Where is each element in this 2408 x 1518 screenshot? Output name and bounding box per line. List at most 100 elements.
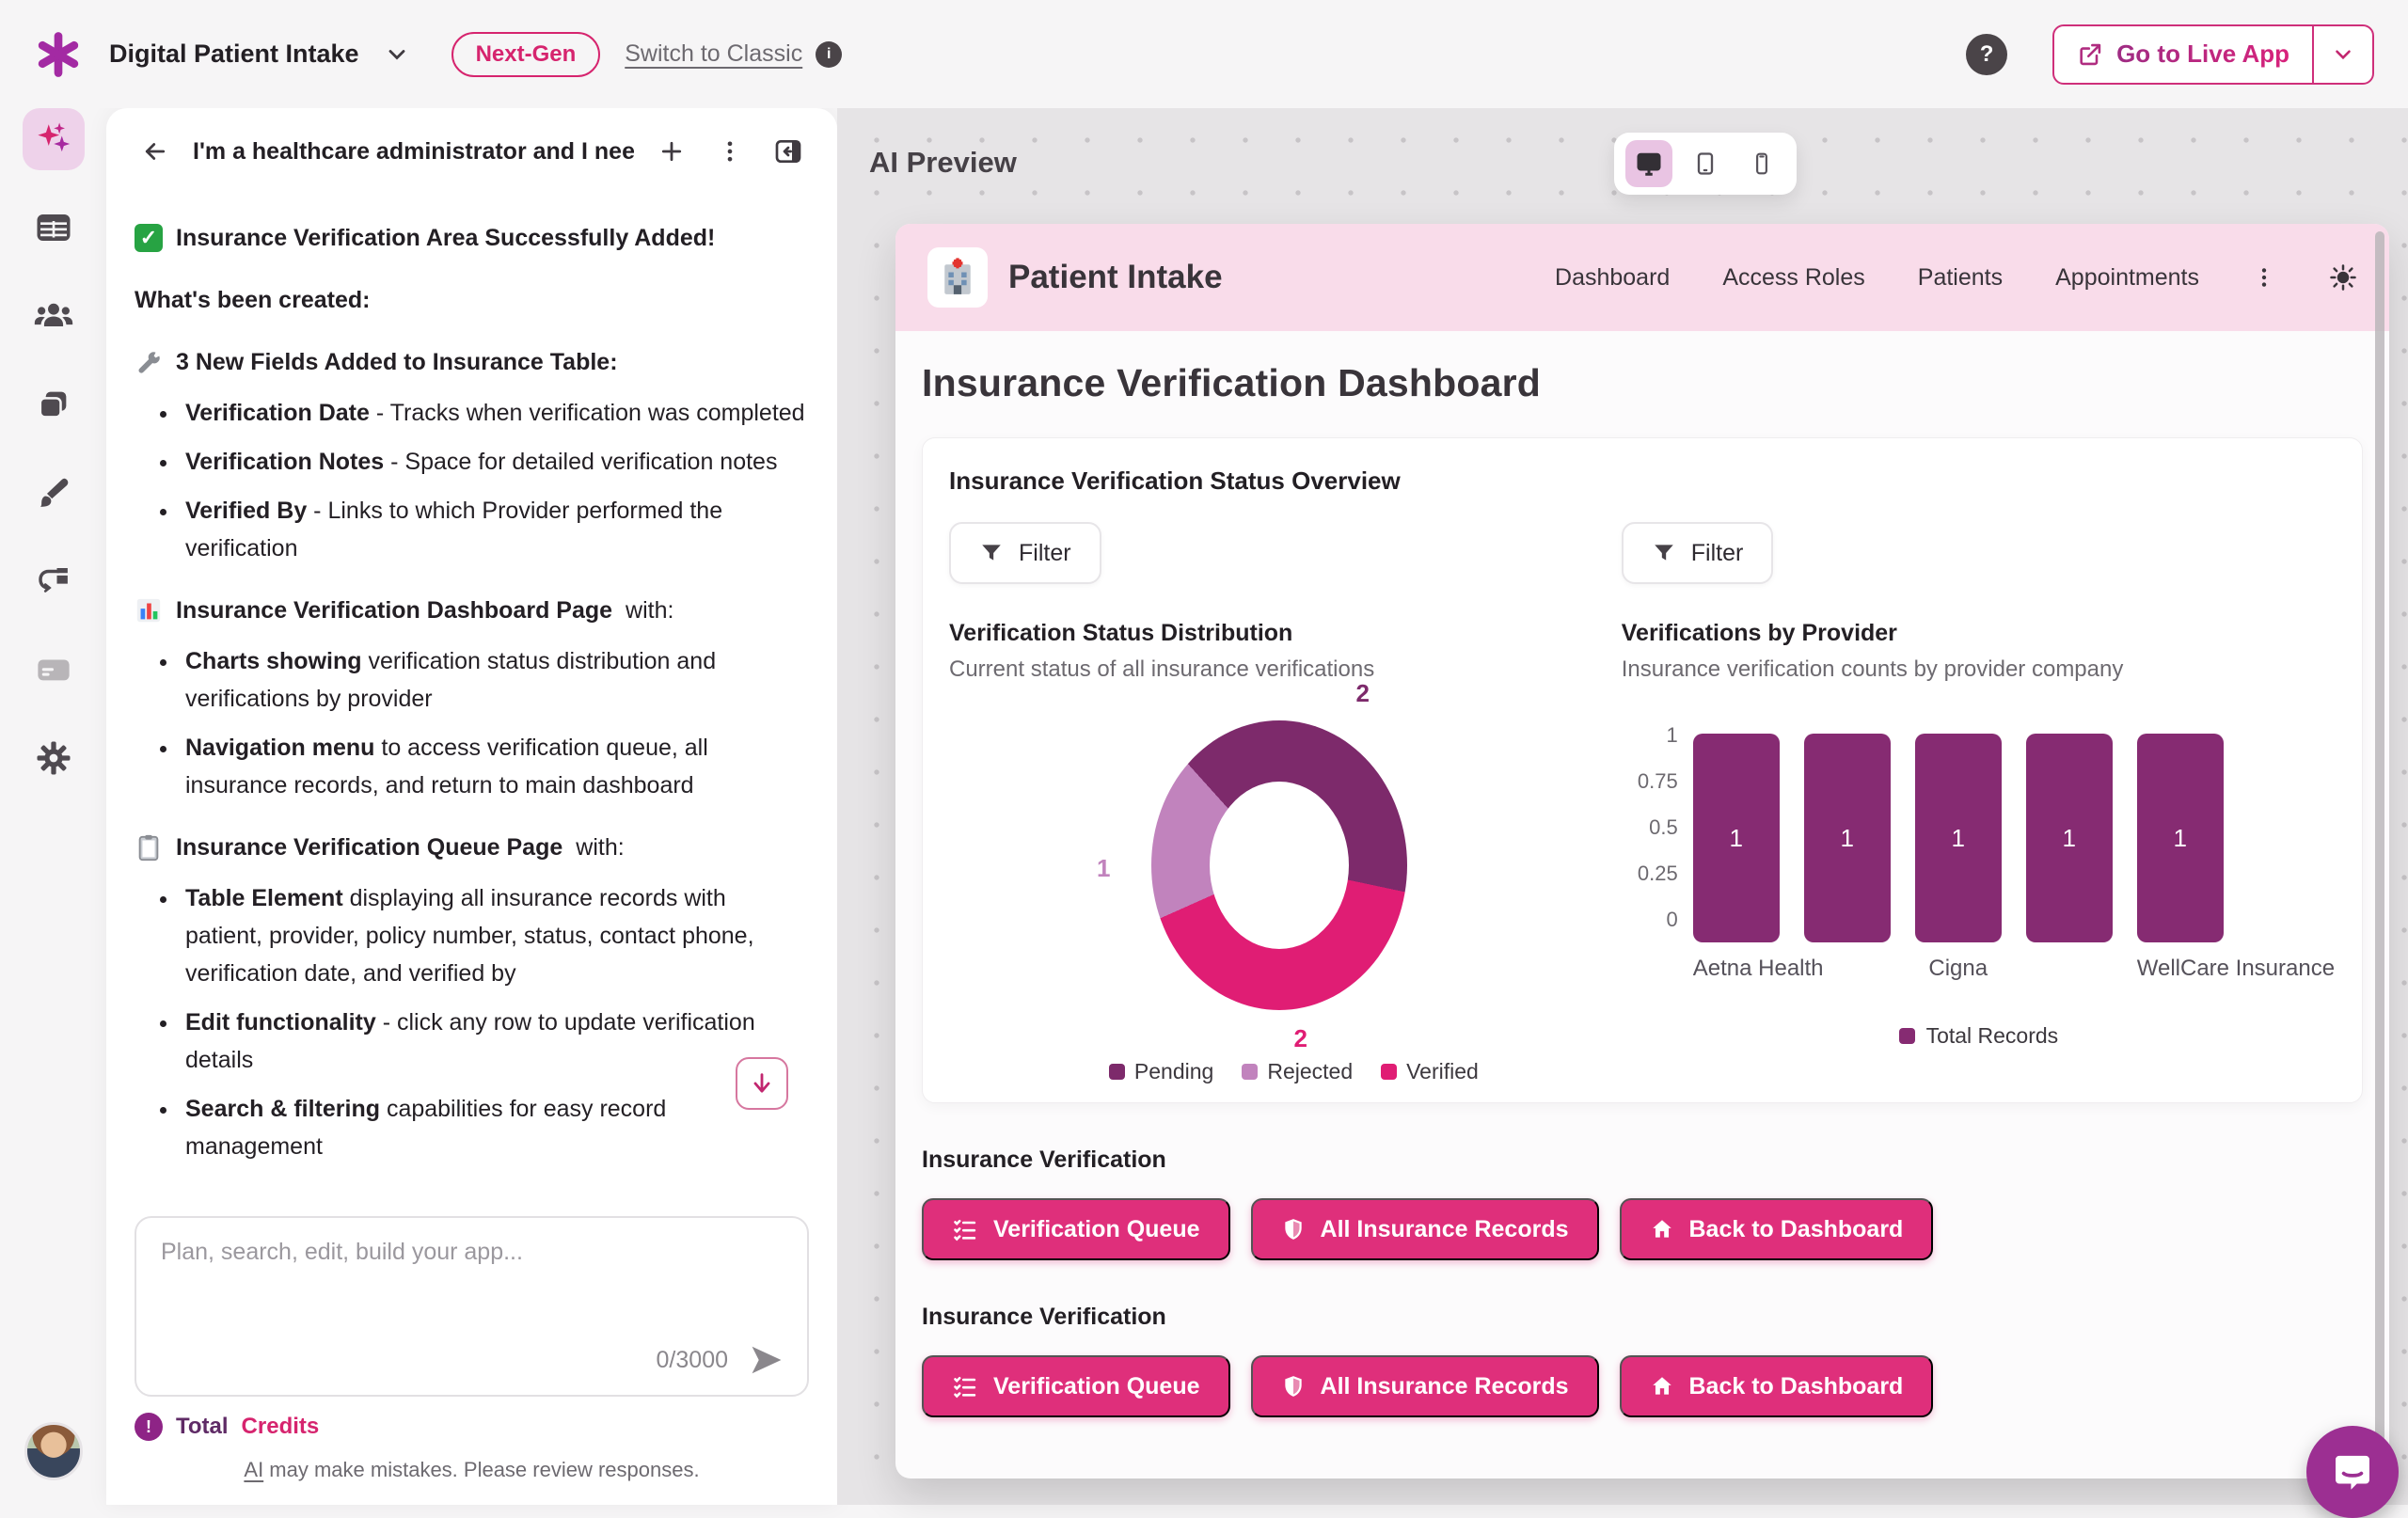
support-chat-bubble[interactable] <box>2306 1426 2399 1518</box>
table-icon <box>34 208 73 247</box>
list-item: Verification Notes - Space for detailed … <box>180 443 809 481</box>
sidebar-item-workflows[interactable] <box>23 550 85 612</box>
donut-filter-button[interactable]: Filter <box>949 522 1101 584</box>
desktop-icon <box>1635 150 1663 178</box>
bar-aetna: 1 <box>1693 734 1780 942</box>
back-to-dashboard-button[interactable]: Back to Dashboard <box>1620 1355 1934 1417</box>
sparkles-icon <box>34 119 73 159</box>
bars-filter-button[interactable]: Filter <box>1622 522 1774 584</box>
ai-disclaimer-link[interactable]: AI <box>244 1458 263 1481</box>
donut-subtitle: Current status of all insurance verifica… <box>949 656 1582 683</box>
overview-title: Insurance Verification Status Overview <box>949 466 2336 496</box>
success-heading: ✓ Insurance Verification Area Successful… <box>135 219 809 257</box>
list-item: Navigation menu to access verification q… <box>180 729 809 804</box>
nav-appointments[interactable]: Appointments <box>2055 264 2199 292</box>
mobile-view-button[interactable] <box>1738 140 1785 187</box>
bar-chart-icon <box>135 596 163 625</box>
sidebar-item-ai-assistant[interactable] <box>23 108 85 170</box>
sidebar-item-settings[interactable] <box>23 727 85 789</box>
bar-chart: 1 0.75 0.5 0.25 0 1 1 1 1 <box>1622 734 2336 942</box>
preview-app-header: Patient Intake Dashboard Access Roles Pa… <box>895 224 2389 331</box>
legend-verified: Verified <box>1381 1059 1479 1084</box>
donut-value-pending: 2 <box>1356 679 1370 708</box>
help-icon[interactable]: ? <box>1966 34 2007 75</box>
arrow-down-icon <box>749 1070 775 1097</box>
chat-bubble-icon <box>2329 1448 2376 1495</box>
list-item: Edit functionality - click any row to up… <box>180 1004 809 1079</box>
go-to-live-app-button[interactable]: Go to Live App <box>2052 24 2374 85</box>
preview-area: AI Preview Patient Intake <box>837 108 2408 1505</box>
total-credits[interactable]: ! Total Credits <box>135 1413 319 1441</box>
nav-patients[interactable]: Patients <box>1918 264 2003 292</box>
section-heading-queue: Insurance Verification Queue Page with: <box>135 829 809 866</box>
chat-input[interactable] <box>161 1239 783 1337</box>
section-button-row: Verification Queue All Insurance Records… <box>922 1355 2363 1417</box>
user-avatar[interactable] <box>24 1422 83 1480</box>
theme-sun-icon[interactable] <box>2329 263 2357 292</box>
gear-icon <box>34 738 73 778</box>
top-bar: Digital Patient Intake Next-Gen Switch t… <box>0 0 2408 108</box>
chat-panel: I'm a healthcare administrator and I nee… <box>106 108 837 1505</box>
new-chat-icon[interactable] <box>651 131 692 172</box>
legend-swatch <box>1109 1064 1125 1080</box>
home-icon <box>1650 1217 1674 1241</box>
bar-wellcare: 1 <box>2137 734 2224 942</box>
verification-queue-button[interactable]: Verification Queue <box>922 1355 1230 1417</box>
chat-header: I'm a healthcare administrator and I nee… <box>135 108 809 195</box>
section-heading-dashboard: Insurance Verification Dashboard Page wi… <box>135 592 809 629</box>
app-switcher-chevron-icon[interactable] <box>384 41 410 68</box>
preview-app-body: Insurance Verification Dashboard Insuran… <box>895 331 2389 1417</box>
sidebar-item-billing[interactable] <box>23 639 85 701</box>
intro-line: What's been created: <box>135 281 809 319</box>
section-button-row: Verification Queue All Insurance Records… <box>922 1198 2363 1260</box>
all-insurance-records-button[interactable]: All Insurance Records <box>1251 1355 1599 1417</box>
send-icon[interactable] <box>749 1342 784 1378</box>
back-arrow-icon[interactable] <box>135 131 176 172</box>
wrench-icon <box>135 348 163 376</box>
shield-icon <box>1281 1374 1306 1399</box>
sidebar-item-pages[interactable] <box>23 373 85 435</box>
scroll-to-bottom-button[interactable] <box>736 1057 788 1110</box>
funnel-icon <box>1652 541 1676 565</box>
checklist-icon <box>952 1216 978 1242</box>
info-icon[interactable]: i <box>816 41 842 68</box>
preview-scrollbar[interactable] <box>2375 231 2384 1454</box>
chat-thread-title[interactable]: I'm a healthcare administrator and I nee… <box>193 138 634 166</box>
list-item: Verification Date - Tracks when verifica… <box>180 394 809 432</box>
bar-y-axis: 1 0.75 0.5 0.25 0 <box>1622 723 1693 932</box>
home-icon <box>1650 1374 1674 1399</box>
fields-bullet-list: Verification Date - Tracks when verifica… <box>135 394 809 567</box>
desktop-view-button[interactable] <box>1625 140 1672 187</box>
verification-queue-button[interactable]: Verification Queue <box>922 1198 1230 1260</box>
back-to-dashboard-button[interactable]: Back to Dashboard <box>1620 1198 1934 1260</box>
sidebar-item-tables[interactable] <box>23 197 85 259</box>
bar-2: 1 <box>1804 734 1891 942</box>
section-title: Insurance Verification <box>922 1304 2363 1331</box>
donut-chart-block: Filter Verification Status Distribution … <box>949 522 1582 1084</box>
donut-legend: Pending Rejected Verified <box>1006 1059 1582 1084</box>
preview-app-name: Patient Intake <box>1008 259 1223 296</box>
sidebar-item-design[interactable] <box>23 462 85 524</box>
tablet-view-button[interactable] <box>1682 140 1729 187</box>
legend-pending: Pending <box>1109 1059 1213 1084</box>
nav-access-roles[interactable]: Access Roles <box>1722 264 1864 292</box>
alert-icon: ! <box>135 1413 163 1441</box>
kebab-menu-icon[interactable] <box>709 131 751 172</box>
nav-kebab-icon[interactable] <box>2252 265 2276 290</box>
status-overview-card: Insurance Verification Status Overview F… <box>922 437 2363 1103</box>
all-insurance-records-button[interactable]: All Insurance Records <box>1251 1198 1599 1260</box>
legend-swatch <box>1899 1028 1915 1044</box>
legend-rejected: Rejected <box>1242 1059 1353 1084</box>
collapse-panel-icon[interactable] <box>768 131 809 172</box>
assistant-message: ✓ Insurance Verification Area Successful… <box>135 219 809 1165</box>
bar-legend: Total Records <box>1622 1023 2336 1049</box>
nav-dashboard[interactable]: Dashboard <box>1555 264 1670 292</box>
external-link-icon <box>2077 41 2103 68</box>
bar-4: 1 <box>2026 734 2113 942</box>
section-title: Insurance Verification <box>922 1146 2363 1174</box>
switch-to-classic-link[interactable]: Switch to Classic <box>625 40 802 68</box>
sidebar-item-users[interactable] <box>23 285 85 347</box>
mobile-icon <box>1750 151 1774 176</box>
hospital-icon <box>927 247 988 308</box>
live-app-dropdown-chevron-icon[interactable] <box>2312 26 2372 83</box>
